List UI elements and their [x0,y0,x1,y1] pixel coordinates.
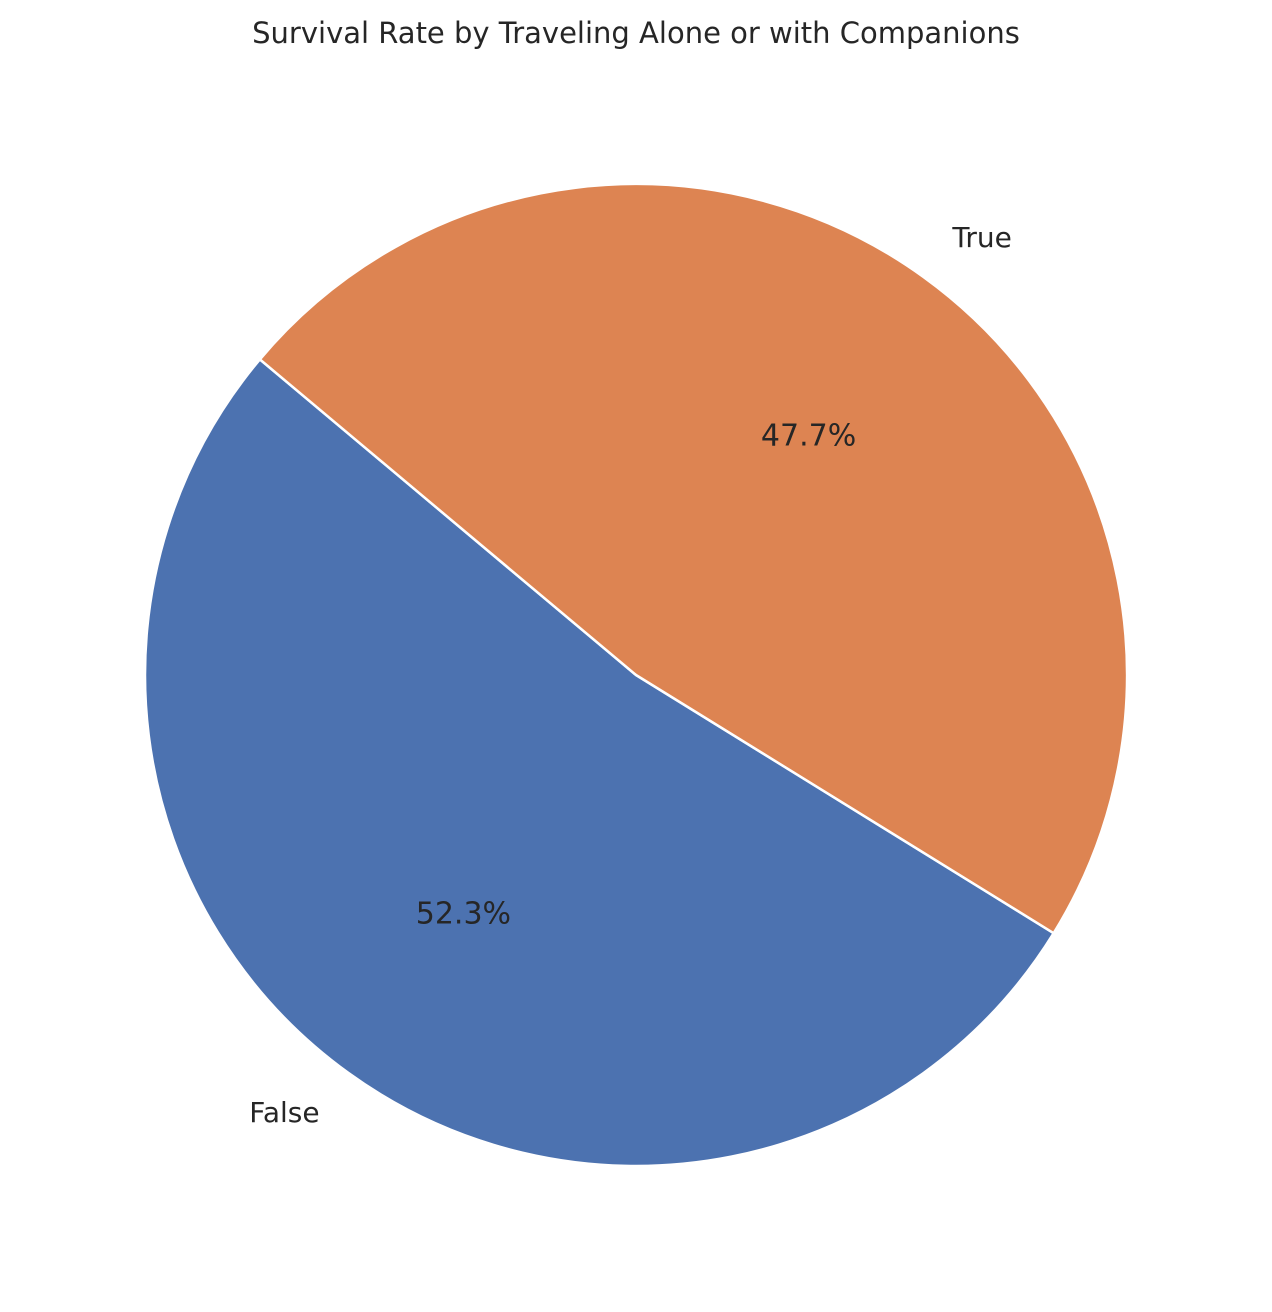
pie-labels: False 52.3% True 47.7% [249,221,1012,1129]
chart-title: Survival Rate by Traveling Alone or with… [252,16,1020,50]
pie-slice-true [258,182,1129,935]
slice-label-true: True [951,221,1011,254]
slice-percent-true: 47.7% [761,419,856,454]
pie-slice-false [143,358,1055,1168]
pie-slices [143,182,1129,1168]
slice-percent-false: 52.3% [416,896,511,931]
slice-label-false: False [249,1096,319,1129]
